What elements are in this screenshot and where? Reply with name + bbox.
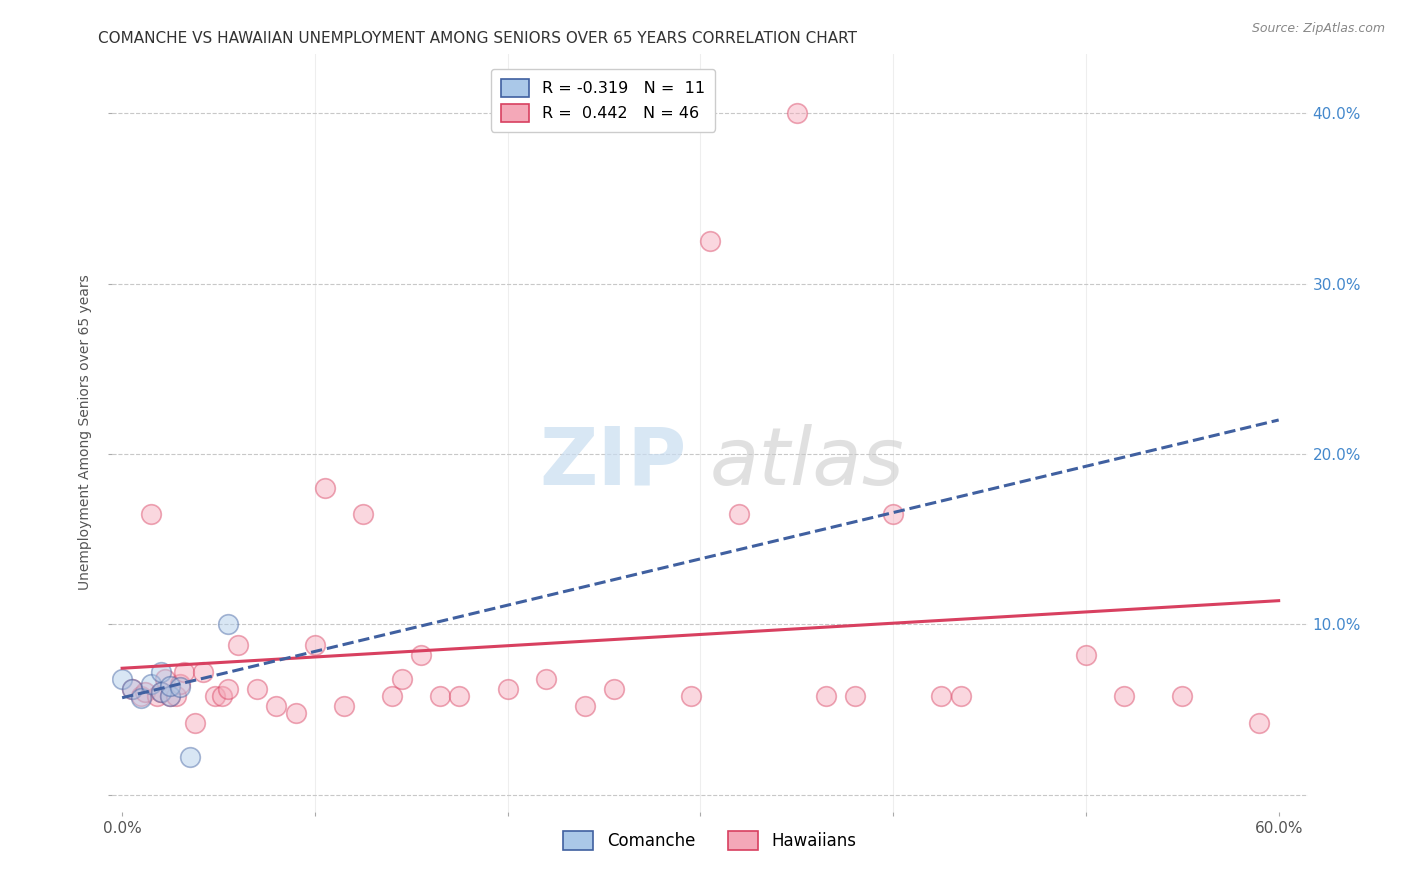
Point bbox=[121, 681, 143, 696]
Point bbox=[409, 648, 432, 662]
Point bbox=[169, 681, 191, 695]
Point bbox=[146, 689, 169, 703]
Point bbox=[111, 672, 134, 686]
Point bbox=[699, 234, 721, 248]
Point bbox=[173, 665, 195, 679]
Point bbox=[333, 699, 356, 714]
Y-axis label: Unemployment Among Seniors over 65 years: Unemployment Among Seniors over 65 years bbox=[79, 275, 93, 591]
Point bbox=[1171, 689, 1194, 703]
Point bbox=[165, 689, 187, 703]
Point bbox=[786, 106, 808, 120]
Point bbox=[169, 677, 191, 691]
Point bbox=[352, 507, 374, 521]
Point bbox=[159, 689, 181, 703]
Point bbox=[153, 672, 176, 686]
Point bbox=[882, 507, 904, 521]
Point bbox=[449, 689, 471, 703]
Point bbox=[134, 685, 156, 699]
Point bbox=[1249, 716, 1271, 731]
Point bbox=[844, 689, 866, 703]
Point bbox=[139, 507, 162, 521]
Point bbox=[179, 750, 201, 764]
Point bbox=[149, 685, 172, 699]
Point bbox=[574, 699, 596, 714]
Point bbox=[496, 681, 519, 696]
Point bbox=[131, 689, 153, 703]
Point bbox=[931, 689, 953, 703]
Point bbox=[1074, 648, 1097, 662]
Text: ZIP: ZIP bbox=[538, 424, 686, 502]
Point bbox=[184, 716, 207, 731]
Text: COMANCHE VS HAWAIIAN UNEMPLOYMENT AMONG SENIORS OVER 65 YEARS CORRELATION CHART: COMANCHE VS HAWAIIAN UNEMPLOYMENT AMONG … bbox=[98, 31, 858, 46]
Point bbox=[728, 507, 751, 521]
Point bbox=[429, 689, 451, 703]
Point bbox=[121, 681, 143, 696]
Legend: Comanche, Hawaiians: Comanche, Hawaiians bbox=[557, 824, 863, 856]
Text: atlas: atlas bbox=[710, 424, 905, 502]
Point bbox=[381, 689, 404, 703]
Point bbox=[204, 689, 226, 703]
Point bbox=[217, 617, 239, 632]
Point bbox=[246, 681, 269, 696]
Point bbox=[304, 638, 326, 652]
Point bbox=[139, 677, 162, 691]
Point bbox=[149, 665, 172, 679]
Point bbox=[284, 706, 307, 720]
Point bbox=[226, 638, 249, 652]
Point bbox=[191, 665, 214, 679]
Point bbox=[1114, 689, 1136, 703]
Point bbox=[391, 672, 413, 686]
Point bbox=[949, 689, 972, 703]
Point bbox=[602, 681, 624, 696]
Point bbox=[211, 689, 233, 703]
Point bbox=[314, 481, 336, 495]
Point bbox=[159, 679, 181, 693]
Point bbox=[217, 681, 239, 696]
Point bbox=[149, 685, 172, 699]
Point bbox=[131, 690, 153, 705]
Point bbox=[679, 689, 702, 703]
Point bbox=[534, 672, 557, 686]
Point bbox=[159, 689, 181, 703]
Point bbox=[814, 689, 837, 703]
Point bbox=[266, 699, 288, 714]
Text: Source: ZipAtlas.com: Source: ZipAtlas.com bbox=[1251, 22, 1385, 36]
